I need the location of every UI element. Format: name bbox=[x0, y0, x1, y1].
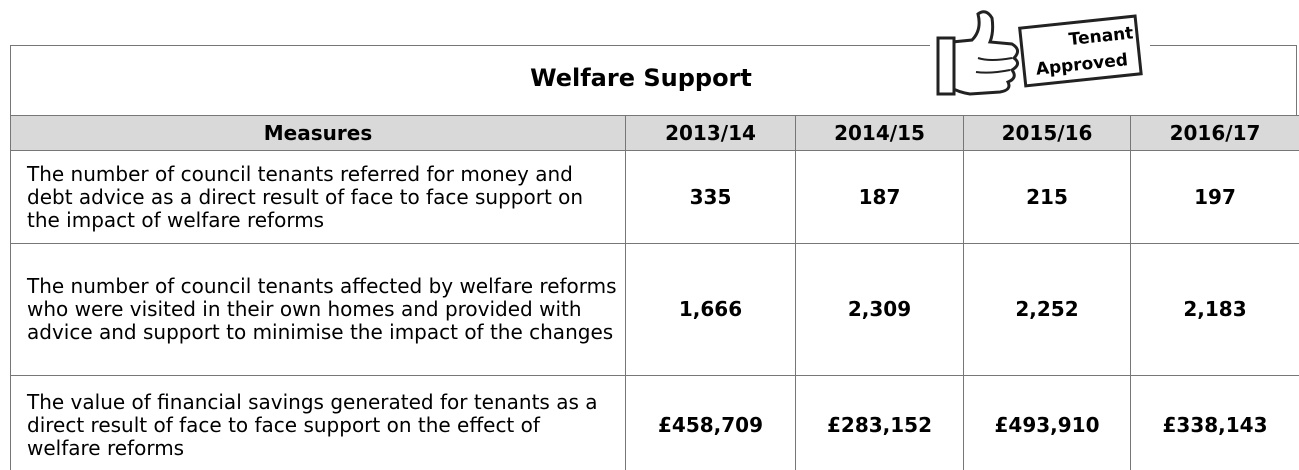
value-cell: 187 bbox=[796, 151, 964, 244]
table-row: The number of council tenants referred f… bbox=[11, 151, 1299, 244]
header-cell: 2013/14 bbox=[626, 116, 796, 151]
measure-cell: The value of financial savings generated… bbox=[11, 376, 626, 470]
value-cell: 1,666 bbox=[626, 244, 796, 376]
table-row: The number of council tenants affected b… bbox=[11, 244, 1299, 376]
header-cell: 2015/16 bbox=[964, 116, 1131, 151]
value-cell: £458,709 bbox=[626, 376, 796, 470]
value-cell: 197 bbox=[1131, 151, 1299, 244]
header-cell: 2014/15 bbox=[796, 116, 964, 151]
value-cell: £338,143 bbox=[1131, 376, 1299, 470]
tenant-approved-badge: Tenant Approved bbox=[930, 2, 1150, 104]
value-cell: 2,252 bbox=[964, 244, 1131, 376]
table-row: The value of financial savings generated… bbox=[11, 376, 1299, 470]
header-cell: 2016/17 bbox=[1131, 116, 1299, 151]
value-cell: 2,309 bbox=[796, 244, 964, 376]
value-cell: 335 bbox=[626, 151, 796, 244]
header-cell: Measures bbox=[11, 116, 626, 151]
page: Welfare Support Tenant Approved Measures… bbox=[0, 0, 1299, 470]
value-cell: £283,152 bbox=[796, 376, 964, 470]
value-cell: 2,183 bbox=[1131, 244, 1299, 376]
measure-cell: The number of council tenants affected b… bbox=[11, 244, 626, 376]
measure-cell: The number of council tenants referred f… bbox=[11, 151, 626, 244]
value-cell: £493,910 bbox=[964, 376, 1131, 470]
value-cell: 215 bbox=[964, 151, 1131, 244]
